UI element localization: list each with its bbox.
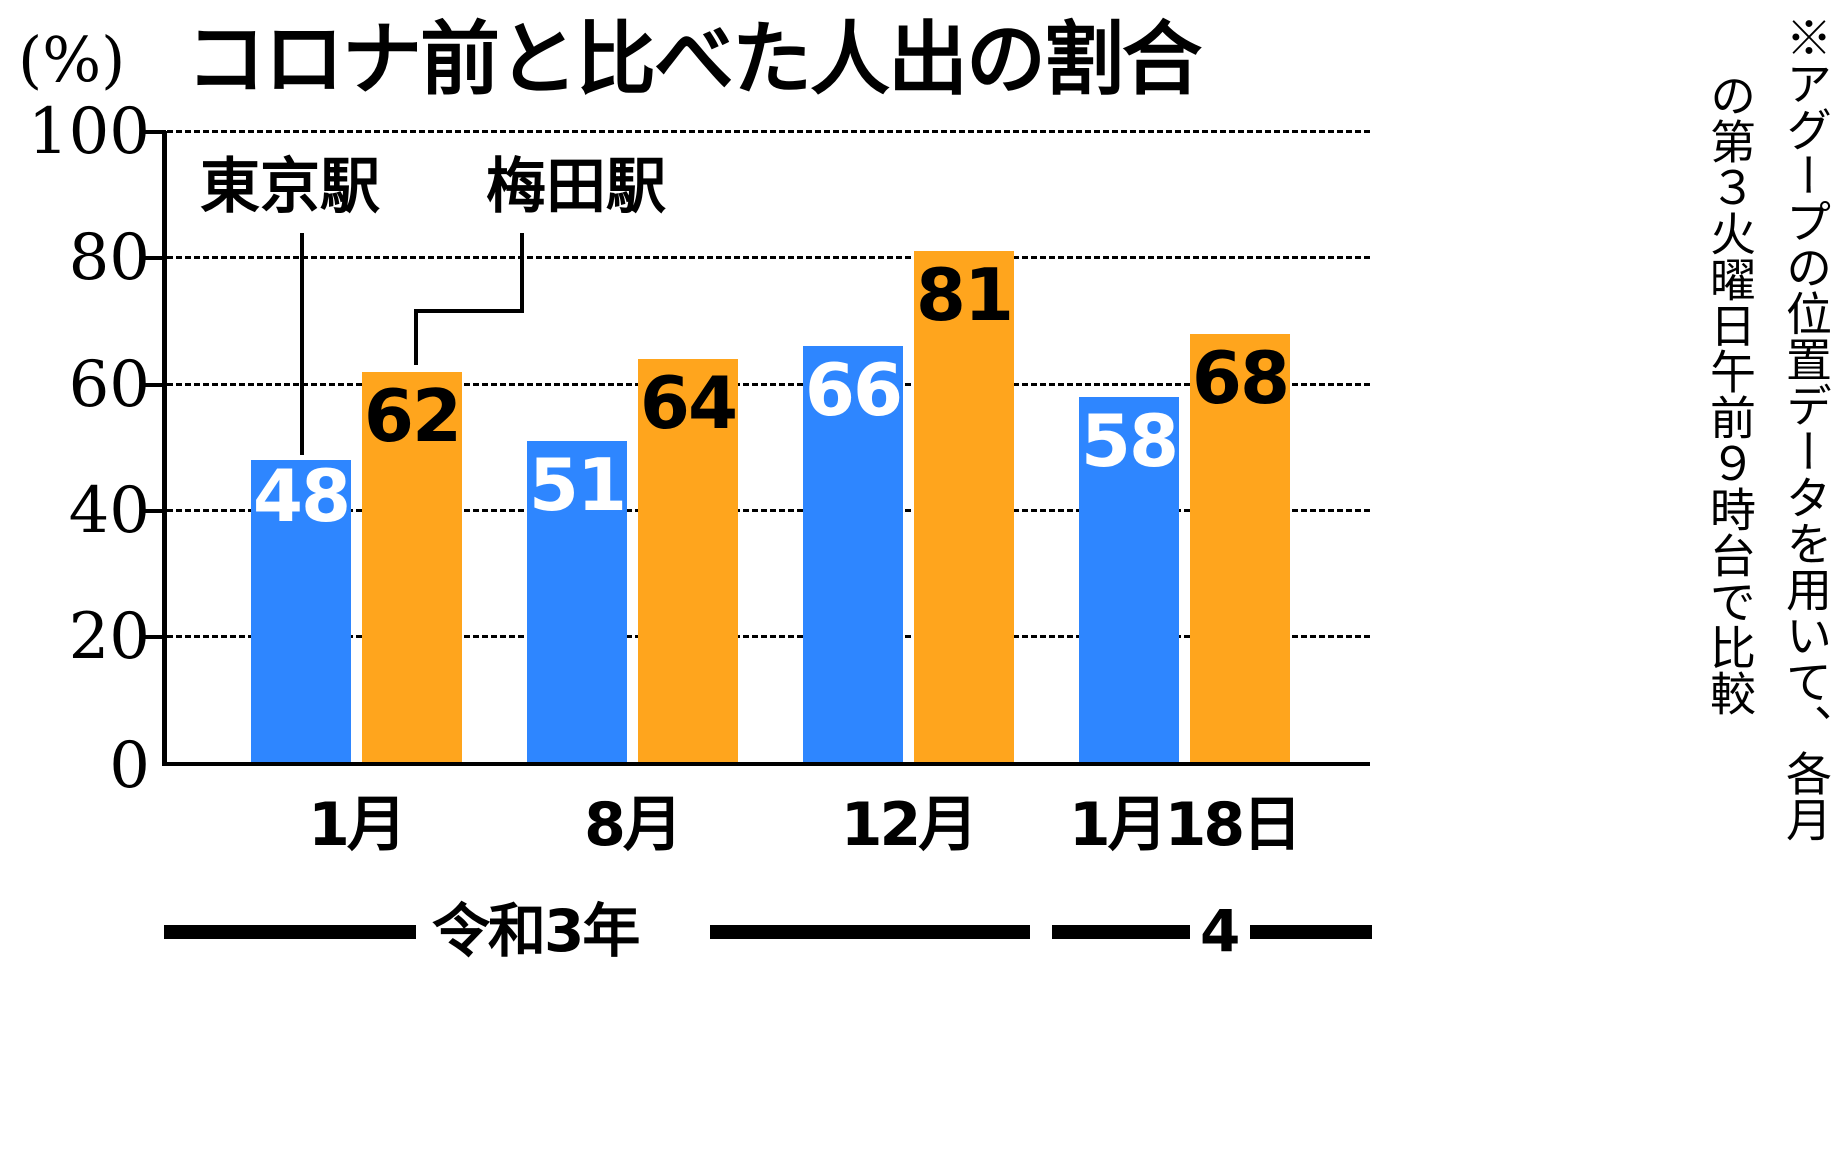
legend-umeda-station: 梅田駅 <box>486 152 666 222</box>
bar-value-label: 68 <box>1191 336 1290 420</box>
y-tick-80: 80 <box>68 221 150 295</box>
legend-leader-umeda <box>414 309 524 313</box>
y-tick-mark <box>142 635 166 639</box>
plot-area: 48 62 51 64 66 81 58 68 <box>251 251 1290 764</box>
era-label-reiwa3: 令和3年 <box>432 897 640 965</box>
x-label-aug: 8月 <box>584 790 683 860</box>
y-tick-0: 0 <box>109 729 150 803</box>
gridline-40 <box>167 509 1370 512</box>
footnote-line-2: の第３火曜日午前９時台で比較 <box>1703 72 1757 716</box>
y-tick-40: 40 <box>68 474 150 548</box>
x-label-jan: 1月 <box>308 790 407 860</box>
gridline-100 <box>167 130 1370 133</box>
x-axis-baseline <box>162 762 1370 766</box>
bar-value-label: 58 <box>1080 399 1179 483</box>
footnote-line-1: ※アグープの位置データを用いて、各月 <box>1779 14 1833 842</box>
gridline-20 <box>167 635 1370 638</box>
era-line-reiwa3-left <box>164 925 416 939</box>
y-tick-mark <box>142 383 166 387</box>
y-tick-mark <box>142 130 166 134</box>
bar-value-label: 81 <box>915 253 1014 337</box>
era-line-reiwa4-left <box>1052 925 1190 939</box>
x-label-dec: 12月 <box>840 790 979 860</box>
legend-leader-umeda <box>414 309 418 365</box>
legend-leader-tokyo <box>300 233 304 455</box>
y-axis-line <box>162 131 167 766</box>
era-line-reiwa3-right <box>710 925 1030 939</box>
y-tick-20: 20 <box>68 600 150 674</box>
bar-value-label: 66 <box>804 348 903 432</box>
bar-tokyo-jan: 48 <box>251 456 351 764</box>
y-axis-unit-label: (%) <box>18 23 126 96</box>
bar-umeda-aug: 64 <box>638 359 738 764</box>
era-line-reiwa4-right <box>1250 925 1372 939</box>
bar-value-label: 64 <box>639 361 738 445</box>
legend-tokyo-station: 東京駅 <box>200 152 380 222</box>
bar-tokyo-dec: 66 <box>803 346 903 764</box>
y-tick-mark <box>142 509 166 513</box>
bar-value-label: 51 <box>528 443 627 527</box>
y-tick-mark <box>142 256 166 260</box>
bar-tokyo-aug: 51 <box>527 441 627 764</box>
y-tick-100: 100 <box>27 95 150 169</box>
bar-value-label: 62 <box>363 374 462 458</box>
gridline-80 <box>167 256 1370 259</box>
bar-umeda-jan18: 68 <box>1190 334 1290 764</box>
bar-umeda-jan: 62 <box>362 372 462 764</box>
bar-tokyo-jan18: 58 <box>1079 397 1179 764</box>
chart-title: コロナ前と比べた人出の割合 <box>186 13 1202 106</box>
x-label-jan18: 1月18日 <box>1068 790 1302 860</box>
gridline-60 <box>167 383 1370 386</box>
era-label-reiwa4: 4 <box>1200 897 1240 965</box>
bar-value-label: 48 <box>252 454 351 538</box>
legend-leader-umeda <box>520 233 524 313</box>
bar-umeda-dec: 81 <box>914 251 1014 764</box>
y-tick-60: 60 <box>68 348 150 422</box>
